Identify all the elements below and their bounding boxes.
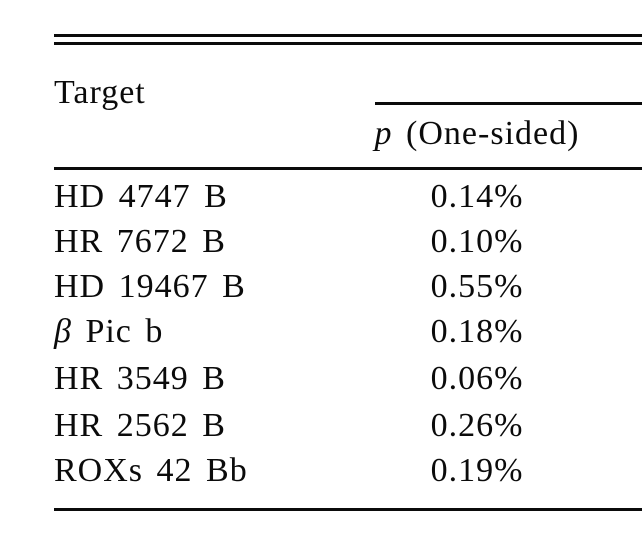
target-cell: β Pic b [54, 313, 164, 350]
table-row: ROXs 42 Bb 0.19% [0, 454, 642, 494]
table-row: HR 3549 B 0.06% [0, 362, 642, 402]
p-column-group-rule [375, 102, 642, 105]
p-value-cell: 0.26% [430, 407, 524, 444]
target-cell: HD 19467 B [54, 268, 246, 305]
table-row: HD 19467 B 0.55% [0, 270, 642, 310]
p-value-cell: 0.19% [430, 452, 524, 489]
p-value-cell: 0.55% [430, 268, 524, 305]
p-value-cell: 0.14% [430, 178, 524, 215]
target-cell: ROXs 42 Bb [54, 452, 248, 489]
table-row: HR 2562 B 0.26% [0, 409, 642, 449]
table-row: HD 4747 B 0.14% [0, 180, 642, 220]
p-value-cell: 0.18% [430, 313, 524, 350]
table-row: β Pic b 0.18% [0, 315, 642, 355]
target-cell: HR 3549 B [54, 360, 226, 397]
target-cell: HR 7672 B [54, 223, 226, 260]
column-header-p-one-sided: p (One-sided) [372, 117, 582, 151]
target-cell: HR 2562 B [54, 407, 226, 444]
table-row: HR 7672 B 0.10% [0, 225, 642, 265]
p-header-label: (One-sided) [406, 115, 580, 152]
header-body-separator-rule [54, 167, 642, 170]
p-value-cell: 0.10% [430, 223, 524, 260]
target-cell: HD 4747 B [54, 178, 228, 215]
table-top-double-rule [54, 34, 642, 45]
table-bottom-rule [54, 508, 642, 511]
column-header-target: Target [54, 74, 146, 111]
p-symbol: p [374, 115, 393, 152]
p-value-cell: 0.06% [430, 360, 524, 397]
